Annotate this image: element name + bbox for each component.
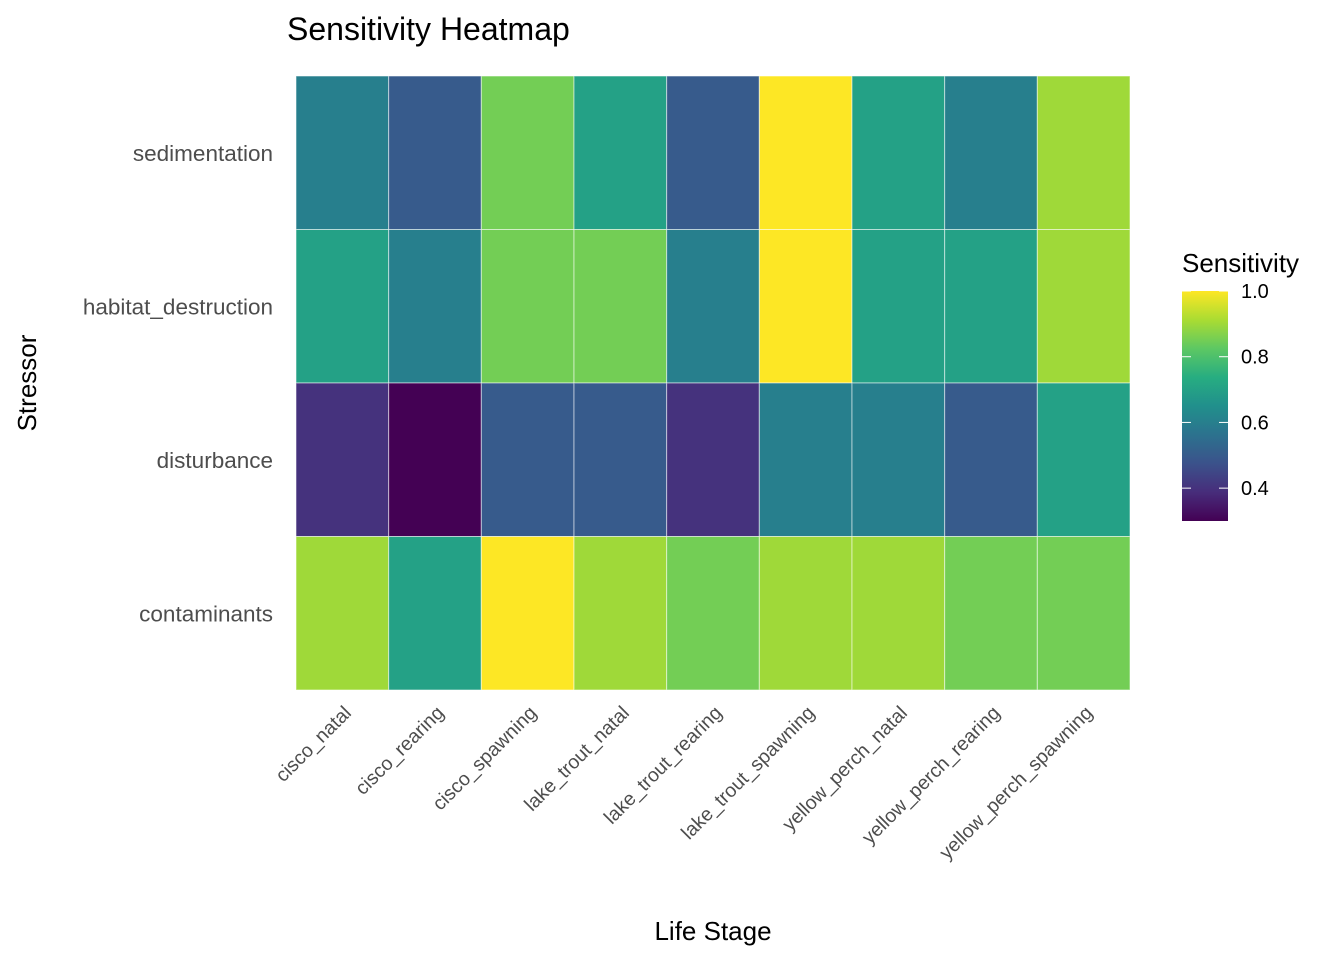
- y-tick-label-disturbance: disturbance: [157, 448, 273, 473]
- heatmap-cell-sedimentation-yellow_perch_spawning: [1036, 75, 1131, 230]
- heatmap-cell-sedimentation-lake_trout_spawning: [758, 75, 853, 230]
- heatmap-cell-habitat_destruction-yellow_perch_rearing: [944, 229, 1038, 384]
- heatmap-cell-contaminants-yellow_perch_spawning: [1036, 536, 1131, 691]
- y-tick-labels: sedimentation habitat_destruction disturba…: [83, 141, 273, 627]
- x-tick-label-cisco_natal: cisco_natal: [271, 702, 356, 787]
- heatmap-cell-contaminants-yellow_perch_natal: [851, 536, 946, 691]
- heatmap-cell-sedimentation-lake_trout_natal: [573, 75, 668, 230]
- heatmap-cell-habitat_destruction-lake_trout_spawning: [758, 229, 853, 384]
- heatmap-cell-disturbance-lake_trout_spawning: [758, 382, 853, 537]
- chart-title: Sensitivity Heatmap: [287, 11, 570, 47]
- heatmap-cell-disturbance-yellow_perch_natal: [851, 382, 946, 537]
- legend-colorbar: [1182, 291, 1228, 521]
- y-tick-label-sedimentation: sedimentation: [133, 141, 273, 166]
- heatmap-cell-sedimentation-yellow_perch_rearing: [944, 75, 1038, 230]
- x-axis-title: Life Stage: [654, 916, 771, 946]
- heatmap-cell-disturbance-cisco_spawning: [480, 382, 575, 537]
- y-axis-title: Stressor: [12, 334, 42, 431]
- y-tick-label-habitat_destruction: habitat_destruction: [83, 294, 273, 319]
- heatmap-cell-contaminants-cisco_spawning: [480, 536, 575, 691]
- heatmap-cell-habitat_destruction-lake_trout_rearing: [666, 229, 760, 384]
- x-tick-label-cisco_rearing: cisco_rearing: [351, 702, 449, 800]
- heatmap-cell-disturbance-cisco_natal: [295, 382, 390, 537]
- legend-tick-label: 0.6: [1241, 412, 1269, 434]
- heatmap-cell-sedimentation-cisco_rearing: [388, 75, 482, 230]
- y-tick-label-contaminants: contaminants: [139, 601, 273, 626]
- heatmap-cell-habitat_destruction-yellow_perch_spawning: [1036, 229, 1131, 384]
- heatmap-cell-habitat_destruction-cisco_spawning: [480, 229, 575, 384]
- heatmap-cell-sedimentation-cisco_natal: [295, 75, 390, 230]
- heatmap-cell-contaminants-cisco_natal: [295, 536, 390, 691]
- heatmap-cell-sedimentation-cisco_spawning: [480, 75, 575, 230]
- legend-tick-label: 0.8: [1241, 347, 1269, 369]
- heatmap-cell-contaminants-yellow_perch_rearing: [944, 536, 1038, 691]
- legend-title: Sensitivity: [1182, 248, 1299, 278]
- heatmap-cell-contaminants-lake_trout_spawning: [758, 536, 853, 691]
- legend-tick-label: 1.0: [1241, 281, 1269, 303]
- x-tick-label-yellow_perch_spawning: yellow_perch_spawning: [935, 702, 1097, 864]
- heatmap-cell-sedimentation-yellow_perch_natal: [851, 75, 946, 230]
- heatmap-cell-disturbance-cisco_rearing: [388, 382, 482, 537]
- legend-tick-label: 0.4: [1241, 478, 1269, 500]
- heatmap-cell-disturbance-lake_trout_natal: [573, 382, 668, 537]
- legend-ticks: 0.4 0.6 0.8 1.0: [1182, 281, 1269, 500]
- heatmap-cell-disturbance-lake_trout_rearing: [666, 382, 760, 537]
- heatmap-cell-contaminants-lake_trout_natal: [573, 536, 668, 691]
- heatmap-cell-sedimentation-lake_trout_rearing: [666, 75, 760, 230]
- heatmap-cell-contaminants-lake_trout_rearing: [666, 536, 760, 691]
- heatmap-cell-disturbance-yellow_perch_spawning: [1036, 382, 1131, 537]
- heatmap-cell-disturbance-yellow_perch_rearing: [944, 382, 1038, 537]
- x-tick-labels: cisco_natalcisco_rearingcisco_spawningla…: [271, 702, 1097, 864]
- heatmap-cell-habitat_destruction-lake_trout_natal: [573, 229, 668, 384]
- heatmap-cell-habitat_destruction-cisco_rearing: [388, 229, 482, 384]
- heatmap-cell-contaminants-cisco_rearing: [388, 536, 482, 691]
- color-legend: Sensitivity 0.4 0.6 0.8 1.0: [1182, 248, 1299, 521]
- heatmap-cells: [295, 75, 1131, 691]
- heatmap-cell-habitat_destruction-yellow_perch_natal: [851, 229, 946, 384]
- heatmap-cell-habitat_destruction-cisco_natal: [295, 229, 390, 384]
